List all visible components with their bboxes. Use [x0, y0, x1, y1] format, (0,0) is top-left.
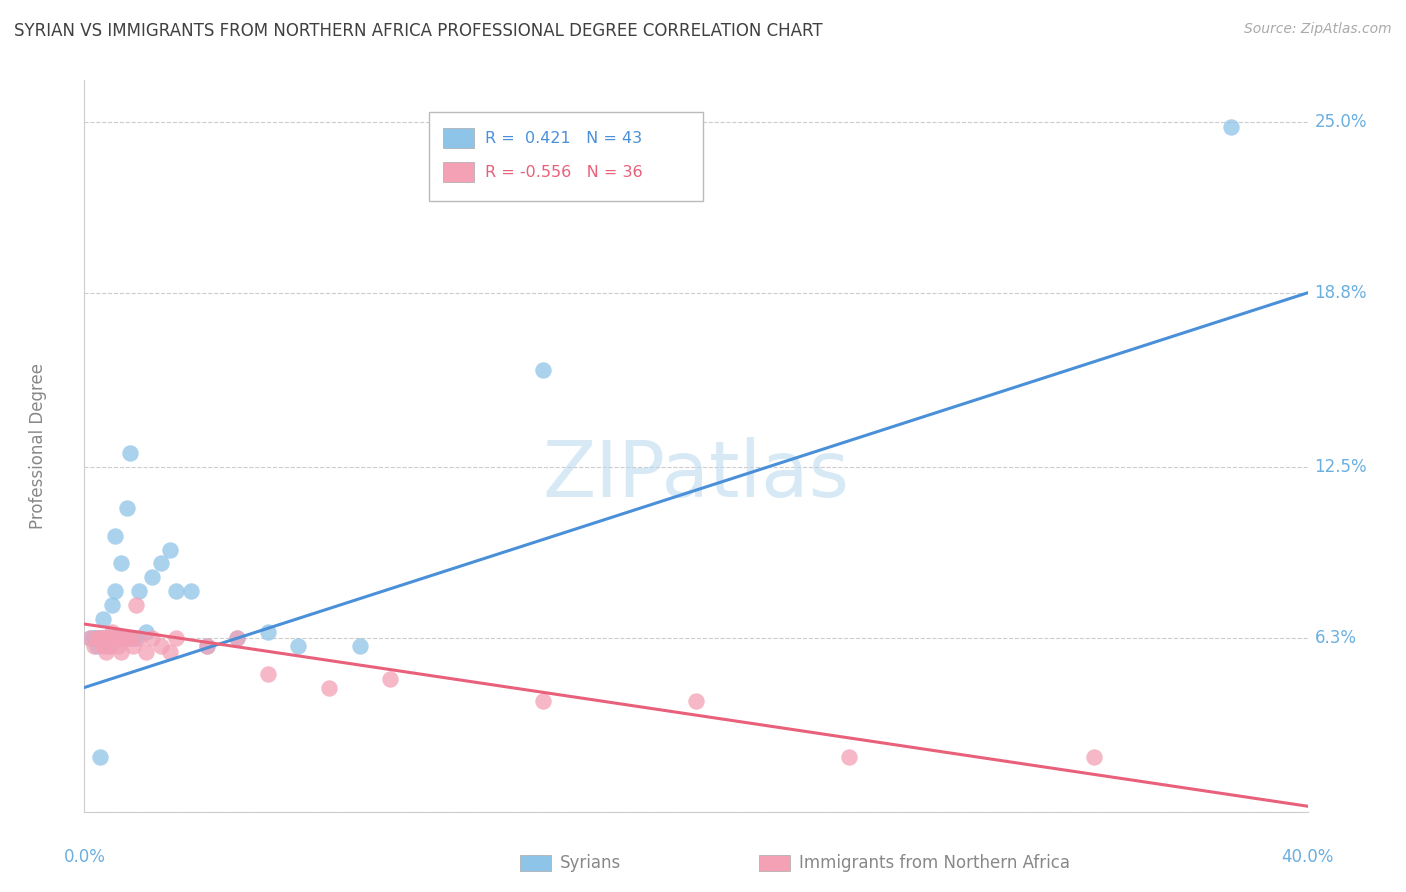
Point — [122, 631, 145, 645]
Text: Immigrants from Northern Africa: Immigrants from Northern Africa — [799, 855, 1070, 872]
Point — [107, 631, 129, 645]
Point — [226, 631, 249, 645]
Point — [91, 631, 114, 645]
Point — [86, 631, 108, 645]
Point — [122, 639, 145, 653]
Point — [135, 645, 157, 659]
Point — [1083, 749, 1105, 764]
Text: SYRIAN VS IMMIGRANTS FROM NORTHERN AFRICA PROFESSIONAL DEGREE CORRELATION CHART: SYRIAN VS IMMIGRANTS FROM NORTHERN AFRIC… — [14, 22, 823, 40]
Point — [838, 749, 860, 764]
Point — [110, 557, 132, 571]
Point — [104, 583, 127, 598]
Point — [125, 598, 148, 612]
Point — [128, 631, 150, 645]
Point — [89, 631, 111, 645]
Point — [104, 631, 127, 645]
Point — [97, 639, 120, 653]
Point — [83, 631, 105, 645]
Point — [1220, 120, 1243, 135]
Point — [159, 645, 181, 659]
Point — [97, 631, 120, 645]
Point — [110, 645, 132, 659]
Point — [135, 625, 157, 640]
Point — [91, 631, 114, 645]
Point — [120, 631, 142, 645]
Point — [685, 694, 707, 708]
Point — [79, 631, 101, 645]
Point — [101, 625, 124, 640]
Point — [83, 631, 105, 645]
Point — [94, 631, 117, 645]
Point — [149, 557, 172, 571]
Point — [79, 631, 101, 645]
Point — [97, 631, 120, 645]
Point — [89, 749, 111, 764]
Point — [89, 631, 111, 645]
Point — [531, 363, 554, 377]
Point — [165, 631, 187, 645]
Point — [257, 666, 280, 681]
Text: R = -0.556   N = 36: R = -0.556 N = 36 — [485, 165, 643, 179]
Point — [195, 639, 218, 653]
Text: 6.3%: 6.3% — [1315, 629, 1357, 647]
Point — [141, 631, 163, 645]
Text: Professional Degree: Professional Degree — [30, 363, 46, 529]
Point — [120, 446, 142, 460]
Point — [104, 529, 127, 543]
Point — [89, 631, 111, 645]
Text: R =  0.421   N = 43: R = 0.421 N = 43 — [485, 131, 643, 145]
Point — [195, 639, 218, 653]
Point — [86, 631, 108, 645]
Point — [107, 639, 129, 653]
Point — [89, 631, 111, 645]
Point — [112, 631, 135, 645]
Point — [94, 631, 117, 645]
Point — [104, 631, 127, 645]
Point — [104, 631, 127, 645]
Point — [180, 583, 202, 598]
Point — [110, 631, 132, 645]
Text: 40.0%: 40.0% — [1281, 847, 1334, 865]
Point — [165, 583, 187, 598]
Point — [94, 645, 117, 659]
Point — [97, 639, 120, 653]
Point — [101, 631, 124, 645]
Point — [149, 639, 172, 653]
Point — [125, 631, 148, 645]
Point — [91, 639, 114, 653]
Point — [318, 681, 340, 695]
Point — [89, 631, 111, 645]
Point — [91, 611, 114, 625]
Text: ZIPatlas: ZIPatlas — [543, 437, 849, 513]
Point — [226, 631, 249, 645]
Text: Source: ZipAtlas.com: Source: ZipAtlas.com — [1244, 22, 1392, 37]
Text: Syrians: Syrians — [560, 855, 621, 872]
Text: 12.5%: 12.5% — [1315, 458, 1367, 475]
Point — [115, 501, 138, 516]
Text: 25.0%: 25.0% — [1315, 112, 1367, 131]
Point — [115, 631, 138, 645]
Text: 0.0%: 0.0% — [63, 847, 105, 865]
Point — [349, 639, 371, 653]
Point — [128, 583, 150, 598]
Point — [120, 631, 142, 645]
Point — [257, 625, 280, 640]
Point — [287, 639, 309, 653]
Point — [112, 631, 135, 645]
Point — [83, 639, 105, 653]
Point — [86, 639, 108, 653]
Point — [101, 598, 124, 612]
Text: 18.8%: 18.8% — [1315, 284, 1367, 301]
Point — [159, 542, 181, 557]
Point — [94, 631, 117, 645]
Point — [141, 570, 163, 584]
Point — [380, 672, 402, 686]
Point — [531, 694, 554, 708]
